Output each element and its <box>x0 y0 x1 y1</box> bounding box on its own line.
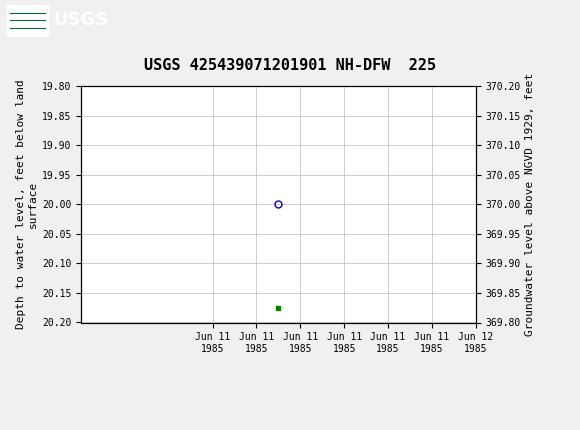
Text: USGS: USGS <box>53 12 108 29</box>
Text: USGS 425439071201901 NH-DFW  225: USGS 425439071201901 NH-DFW 225 <box>144 58 436 73</box>
Y-axis label: Groundwater level above NGVD 1929, feet: Groundwater level above NGVD 1929, feet <box>525 73 535 336</box>
Y-axis label: Depth to water level, feet below land
surface: Depth to water level, feet below land su… <box>16 80 38 329</box>
Bar <box>7 5 48 36</box>
